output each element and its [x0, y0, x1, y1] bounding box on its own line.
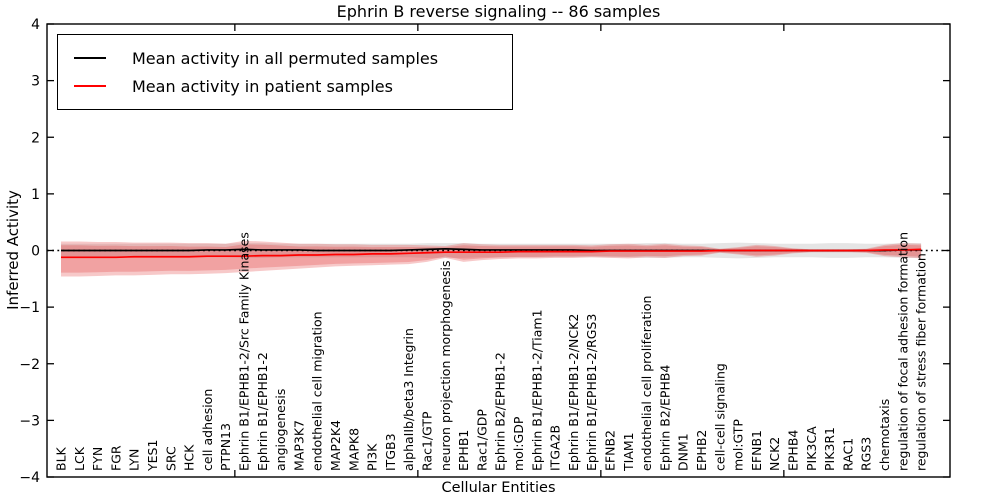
x-axis-label: Cellular Entities: [441, 480, 556, 496]
y-tick-label: 3: [31, 74, 40, 90]
x-tick-label: MAP2K4: [328, 420, 343, 471]
x-tick-label: chemotaxis: [877, 399, 892, 471]
x-tick-label: cell-cell signaling: [712, 363, 727, 471]
legend-entry-patient: Mean activity in patient samples: [74, 72, 500, 100]
x-tick-label: ITGB3: [383, 433, 398, 471]
x-tick-label: Ephrin B1/EPHB1-2/Src Family Kinases: [237, 232, 252, 471]
x-tick-label: SRC: [163, 446, 178, 471]
x-tick-label: HCK: [182, 444, 197, 471]
x-tick-label: Ephrin B1/EPHB1-2/Tiam1: [529, 309, 544, 471]
legend-entry-permuted: Mean activity in all permuted samples: [74, 44, 500, 72]
x-tick-label: neuron projection morphogenesis: [438, 260, 453, 471]
x-tick-label: alphaIIb/beta3 Integrin: [401, 328, 416, 471]
x-tick-label: endothelial cell migration: [310, 311, 325, 471]
legend-label-permuted: Mean activity in all permuted samples: [132, 48, 439, 68]
x-tick-label: PIK3R1: [822, 427, 837, 471]
x-tick-label: Ephrin B1/EPHB1-2: [255, 352, 270, 471]
x-tick-label: Ephrin B2/EPHB4: [657, 365, 672, 471]
y-tick-label: 0: [31, 244, 40, 260]
permuted-line-swatch: [74, 57, 106, 59]
y-tick-label: 4: [31, 17, 40, 33]
y-tick-label: −1: [19, 300, 40, 316]
x-tick-label: Ephrin B1/EPHB1-2/RGS3: [584, 314, 599, 471]
x-tick-label: EPHB4: [786, 430, 801, 471]
x-tick-label: PI3K: [365, 443, 380, 471]
x-tick-label: Ephrin B1/EPHB1-2/NCK2: [566, 314, 581, 471]
y-tick-label: 1: [31, 187, 40, 203]
x-tick-label: TIAM1: [621, 432, 636, 472]
y-tick-label: 2: [31, 130, 40, 146]
x-tick-label: regulation of focal adhesion formation: [895, 232, 910, 471]
x-tick-label: NCK2: [767, 437, 782, 471]
x-tick-label: regulation of stress fiber formation: [914, 253, 929, 471]
x-tick-label: BLK: [54, 446, 69, 471]
legend: Mean activity in all permuted samples Me…: [57, 34, 513, 110]
Mean-activity-in-patient-samples: [61, 248, 922, 259]
x-tick-label: angiogenesis: [273, 389, 288, 471]
patient-line-swatch: [74, 85, 106, 87]
x-tick-label: EPHB1: [456, 430, 471, 471]
chart-title: Ephrin B reverse signaling -- 86 samples: [336, 2, 661, 21]
y-tick-label: −3: [19, 413, 40, 429]
x-tick-label: MAP3K7: [291, 420, 306, 471]
x-tick-label: RGS3: [859, 437, 874, 471]
x-tick-label: mol:GDP: [511, 416, 526, 471]
x-tick-label: DNM1: [676, 433, 691, 471]
x-tick-label: cell adhesion: [200, 389, 215, 471]
x-tick-label: PTPN13: [218, 423, 233, 471]
x-tick-label: Ephrin B2/EPHB1-2: [493, 352, 508, 471]
x-tick-label: LYN: [127, 449, 142, 471]
x-tick-label: endothelial cell proliferation: [639, 296, 654, 471]
x-tick-label: LCK: [72, 446, 87, 471]
x-tick-label: EFNB2: [603, 430, 618, 471]
x-tick-label: mol:GTP: [731, 419, 746, 471]
legend-label-patient: Mean activity in patient samples: [132, 76, 393, 96]
y-tick-label: −2: [19, 357, 40, 373]
x-tick-label: MAPK8: [346, 428, 361, 471]
x-tick-label: PIK3CA: [804, 426, 819, 471]
x-tick-label: Rac1/GDP: [474, 409, 489, 471]
x-tick-label: EFNB1: [749, 430, 764, 471]
y-tick-label: −4: [19, 470, 40, 486]
x-tick-label: YES1: [145, 440, 160, 472]
x-tick-label: RAC1: [840, 438, 855, 471]
x-tick-label: FYN: [90, 447, 105, 471]
x-tick-label: EPHB2: [694, 430, 709, 471]
x-tick-label: ITGA2B: [548, 425, 563, 471]
x-tick-label: Rac1/GTP: [420, 411, 435, 471]
x-tick-label: FGR: [108, 445, 123, 471]
y-axis-label: Inferred Activity: [4, 190, 22, 310]
